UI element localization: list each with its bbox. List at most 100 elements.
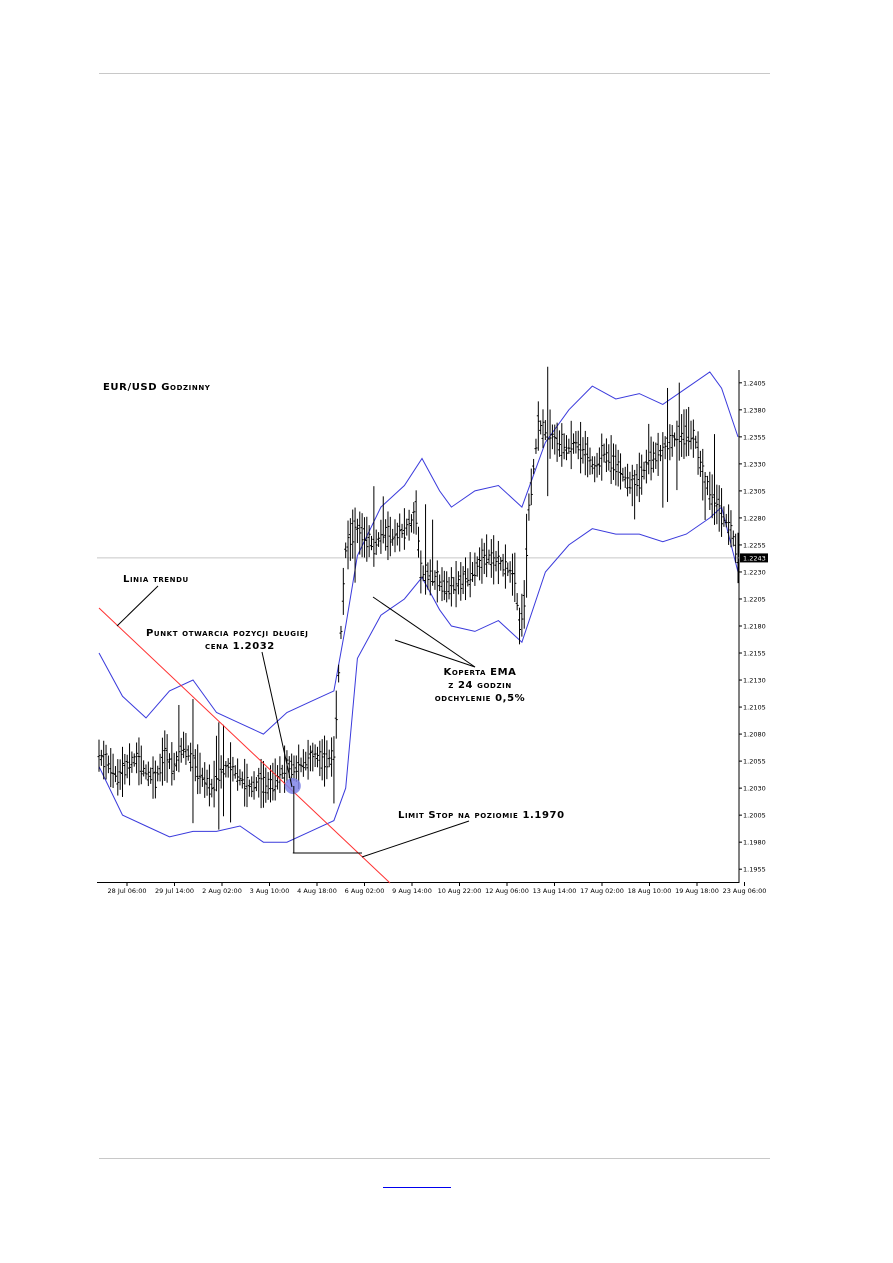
candle-bar <box>97 739 101 772</box>
ema-lower-pointer <box>394 639 476 668</box>
candle-bar <box>654 442 658 469</box>
candle-bar <box>315 746 319 768</box>
candle-bar <box>701 448 705 501</box>
candle-bar <box>698 450 702 477</box>
candle-bar <box>597 447 601 475</box>
candle-bar <box>466 568 470 587</box>
x-tick-label: 9 Aug 14:00 <box>392 887 432 895</box>
candle-bar <box>621 467 625 482</box>
y-tick-label: 1.2405 <box>743 379 766 387</box>
candle-bar <box>217 722 221 830</box>
candle-bar <box>130 751 134 773</box>
candle-bar <box>156 765 160 782</box>
trendline-pointer <box>116 585 159 627</box>
x-tick-label: 29 Jul 14:00 <box>155 887 194 895</box>
candle-bar <box>628 471 632 494</box>
candle-bar <box>604 438 608 473</box>
candle-bar <box>163 730 167 782</box>
candle-bar <box>487 549 491 565</box>
candle-bar <box>635 463 639 497</box>
y-tick-label: 1.2355 <box>743 433 766 441</box>
x-tick-label: 3 Aug 10:00 <box>250 887 290 895</box>
candle-bar <box>149 767 153 784</box>
candle-bar <box>630 464 634 507</box>
candle-bar <box>677 382 681 461</box>
candle-bar <box>388 516 392 557</box>
candle-bar <box>656 432 660 476</box>
candle-bar <box>158 753 162 782</box>
candle-bar <box>492 535 496 585</box>
candle-bar <box>433 570 437 590</box>
candle-bar <box>452 576 456 594</box>
x-tick-label: 17 Aug 02:00 <box>580 887 624 895</box>
candle-bar <box>367 525 371 558</box>
candle-bar <box>327 749 331 768</box>
candle-bar <box>365 516 369 562</box>
candle-bar <box>668 424 672 461</box>
candle-bar <box>362 517 366 558</box>
candle-bar <box>468 552 472 598</box>
candle-bar <box>424 504 428 595</box>
candle-bar <box>292 755 296 781</box>
candle-bar <box>546 366 550 497</box>
candle-bar <box>374 529 378 555</box>
candle-bar <box>536 401 540 451</box>
candle-bar <box>426 562 430 590</box>
y-tick-label: 1.2205 <box>743 595 766 603</box>
trendline-label: Linia trendu <box>123 574 189 585</box>
candle-bar <box>670 425 674 457</box>
candle-bar <box>515 593 519 611</box>
candle-bar <box>557 430 561 457</box>
candle-bar <box>106 755 110 774</box>
candle-bar <box>318 740 322 777</box>
entry-label-line1: Punkt otwarcia pozycji długiej <box>146 628 308 639</box>
entry-point-marker <box>284 777 301 794</box>
y-tick-label: 1.2005 <box>743 812 766 820</box>
candle-bar <box>473 552 477 586</box>
candle-bar <box>529 468 533 506</box>
candle-bar <box>539 420 543 435</box>
ema-label-line1: Koperta EMA <box>444 667 517 678</box>
candle-bar <box>170 742 174 786</box>
candle-bar <box>602 443 606 463</box>
ema-envelope-upper <box>98 371 739 735</box>
candle-bar <box>675 420 679 491</box>
candle-bar <box>644 449 648 484</box>
candle-bar <box>687 406 691 456</box>
candle-bar <box>600 433 604 481</box>
candle-bar <box>351 509 355 559</box>
candle-bar <box>661 432 665 508</box>
candle-bar <box>243 758 247 807</box>
candle-bar <box>304 751 308 771</box>
stop-pointer <box>361 820 470 858</box>
candle-bar <box>705 475 709 496</box>
candle-bar <box>691 419 695 458</box>
candle-bar <box>313 744 317 768</box>
candle-bar <box>271 762 275 801</box>
footer-link[interactable] <box>383 1187 451 1188</box>
candle-bar <box>607 444 611 471</box>
candle-bar <box>151 756 155 799</box>
candle-bar <box>165 734 169 783</box>
x-tick-label: 2 Aug 02:00 <box>202 887 242 895</box>
y-tick-label: 1.2280 <box>743 514 766 522</box>
candle-bar <box>254 777 258 792</box>
candle-bar <box>386 511 390 561</box>
candle-bar <box>696 431 700 475</box>
candle-bar <box>120 746 124 797</box>
candle-bar <box>189 742 193 772</box>
candle-bar <box>372 486 376 567</box>
candle-bar <box>710 474 714 519</box>
candle-bar <box>405 518 409 536</box>
x-tick-label: 12 Aug 06:00 <box>485 887 529 895</box>
candle-bar <box>438 574 442 592</box>
candle-bar <box>471 561 475 582</box>
candle-bar <box>240 771 244 789</box>
candle-bar <box>219 755 223 789</box>
candle-bar <box>118 759 122 790</box>
x-tick-label: 4 Aug 18:00 <box>297 887 337 895</box>
candle-bar <box>731 530 735 547</box>
candle-bar <box>614 444 618 486</box>
y-tick-label: 1.2105 <box>743 704 766 712</box>
ema-label-line2: z 24 godzin <box>448 680 512 691</box>
